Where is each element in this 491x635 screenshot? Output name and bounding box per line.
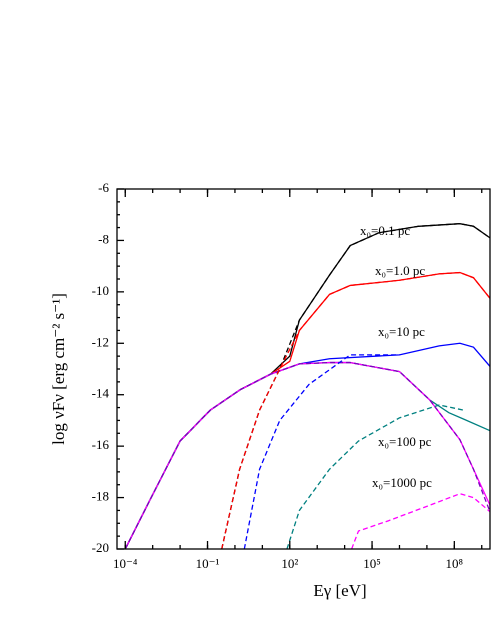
curve-annotation: x₀=10 pc [378,324,425,339]
series-line [124,361,490,549]
curve-annotation: x₀=100 pc [378,434,432,449]
series-line [124,361,490,549]
x-tick-label: 10⁻¹ [196,556,220,571]
x-tick-label: 10⁻⁴ [113,556,138,571]
series-line [124,361,490,549]
plot-frame [116,188,491,550]
x-axis-label: Eγ [eV] [313,581,366,600]
x-tick-label: 10⁵ [363,556,381,571]
series-line [243,354,400,549]
y-tick-label: -12 [92,334,109,349]
curve-annotation: x₀=1000 pc [372,475,432,490]
y-tick-label: -18 [92,489,109,504]
y-tick-label: -8 [98,231,109,246]
series-line [221,223,490,549]
curve-annotation: x₀=1.0 pc [375,263,425,278]
series-line [221,271,490,549]
y-tick-label: -6 [98,180,109,195]
y-tick-label: -10 [92,283,109,298]
series-line [124,271,490,549]
y-axis-label: log νFν [erg cm⁻² s⁻¹] [49,293,68,445]
curve-annotation: x₀=0.1 pc [360,223,410,238]
y-tick-label: -16 [92,437,110,452]
series-line [286,404,464,549]
y-tick-label: -14 [92,386,110,401]
series-line [124,342,490,549]
series-line [351,493,490,549]
x-tick-label: 10² [281,556,298,571]
y-tick-label: -20 [92,540,109,555]
x-tick-label: 10⁸ [446,556,464,571]
